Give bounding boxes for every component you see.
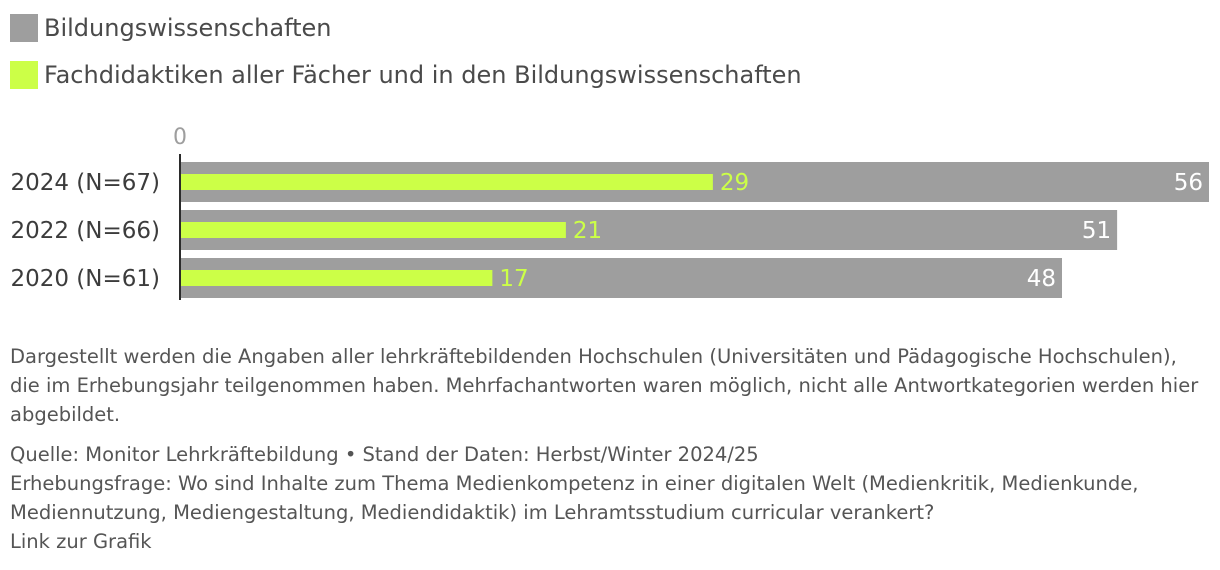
- bar-fachdidaktiken: [180, 174, 713, 190]
- data-label-bildungswissenschaften: 48: [1027, 266, 1056, 292]
- category-label: 2020 (N=61): [10, 266, 160, 292]
- bar-fachdidaktiken: [180, 222, 566, 238]
- source-line: Quelle: Monitor Lehrkräftebildung • Stan…: [10, 443, 759, 466]
- footnote: Dargestellt werden die Angaben aller leh…: [10, 345, 1199, 426]
- data-label-bildungswissenschaften: 51: [1082, 218, 1111, 244]
- data-label-fachdidaktiken: 21: [573, 218, 602, 244]
- data-label-fachdidaktiken: 29: [720, 170, 749, 196]
- category-label: 2022 (N=66): [10, 218, 160, 244]
- graphic-link[interactable]: Link zur Grafik: [10, 530, 152, 553]
- legend: Bildungswissenschaften Fachdidaktiken al…: [10, 12, 802, 106]
- legend-swatch-gray: [10, 14, 38, 42]
- legend-item-bildungswissenschaften: Bildungswissenschaften: [10, 12, 802, 44]
- bar-fachdidaktiken: [180, 270, 493, 286]
- data-label-bildungswissenschaften: 56: [1174, 170, 1203, 196]
- legend-item-fachdidaktiken: Fachdidaktiken aller Fächer und in den B…: [10, 59, 802, 91]
- legend-swatch-green: [10, 61, 38, 89]
- bar-chart: 0 2024 (N=67) 56 29 2022 (N=66) 51 21 2020 (N=6…: [10, 125, 1209, 300]
- legend-label: Fachdidaktiken aller Fächer und in den B…: [44, 61, 802, 89]
- source-block: Quelle: Monitor Lehrkräftebildung • Stan…: [10, 440, 1215, 556]
- survey-question-line: Erhebungsfrage: Wo sind Inhalte zum Them…: [10, 472, 1139, 495]
- survey-question-line: Mediennutzung, Mediengestaltung, Mediend…: [10, 501, 935, 524]
- category-label: 2024 (N=67): [10, 170, 160, 196]
- data-label-fachdidaktiken: 17: [499, 266, 528, 292]
- legend-label: Bildungswissenschaften: [44, 14, 332, 42]
- x-tick-label: 0: [173, 125, 187, 150]
